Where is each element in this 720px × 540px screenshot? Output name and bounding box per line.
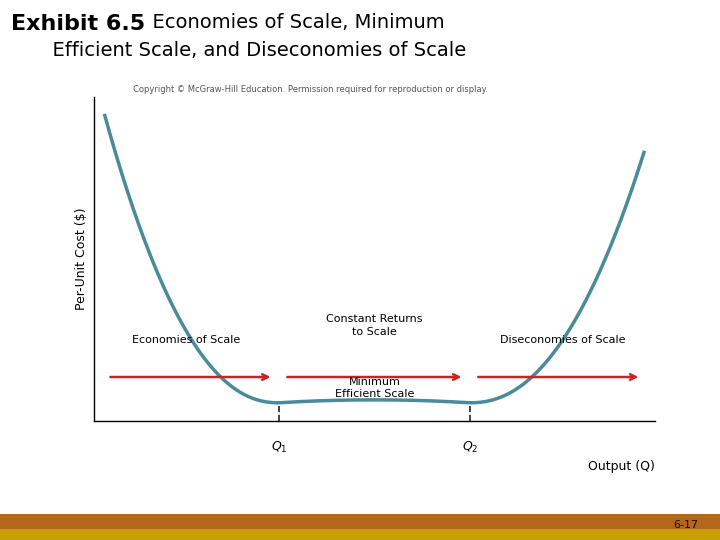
Text: Copyright © McGraw-Hill Education. Permission required for reproduction or displ: Copyright © McGraw-Hill Education. Permi…	[133, 85, 488, 94]
Text: Exhibit 6.5: Exhibit 6.5	[11, 14, 145, 33]
Text: Economies of Scale, Minimum: Economies of Scale, Minimum	[140, 14, 445, 32]
Text: Diseconomies of Scale: Diseconomies of Scale	[500, 335, 625, 345]
Text: Output (Q): Output (Q)	[588, 460, 655, 473]
Text: $Q_1$: $Q_1$	[271, 440, 287, 455]
Text: $Q_2$: $Q_2$	[462, 440, 478, 455]
Text: Minimum
Efficient Scale: Minimum Efficient Scale	[335, 377, 414, 399]
Text: Efficient Scale, and Diseconomies of Scale: Efficient Scale, and Diseconomies of Sca…	[40, 40, 466, 59]
Text: Constant Returns
to Scale: Constant Returns to Scale	[326, 314, 423, 336]
Y-axis label: Per-Unit Cost ($): Per-Unit Cost ($)	[75, 208, 88, 310]
Text: Economies of Scale: Economies of Scale	[132, 335, 240, 345]
Text: 6-17: 6-17	[673, 521, 698, 530]
